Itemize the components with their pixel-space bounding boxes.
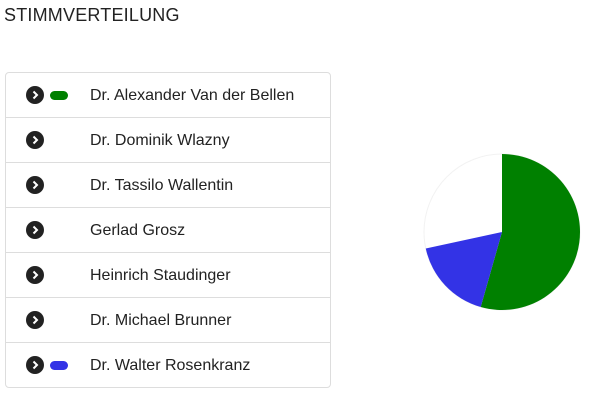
candidate-row[interactable]: Heinrich Staudinger — [6, 252, 330, 297]
candidate-name: Gerlad Grosz — [90, 222, 186, 239]
icon-circle — [26, 86, 44, 104]
candidate-row[interactable]: Dr. Dominik Wlazny — [6, 117, 330, 162]
expand-icon[interactable] — [26, 266, 44, 284]
candidate-row[interactable]: Dr. Tassilo Wallentin — [6, 162, 330, 207]
pie-chart — [423, 153, 581, 311]
icon-chevron — [32, 225, 39, 235]
candidate-row[interactable]: Dr. Walter Rosenkranz — [6, 342, 330, 387]
candidate-list: Dr. Alexander Van der Bellen Dr. Dominik … — [5, 72, 331, 388]
candidate-name: Dr. Walter Rosenkranz — [90, 357, 251, 374]
icon-chevron — [32, 270, 39, 280]
title: STIMMVERTEILUNG — [4, 5, 180, 25]
expand-icon[interactable] — [26, 221, 44, 239]
candidate-name: Dr. Dominik Wlazny — [90, 132, 230, 149]
icon-circle — [26, 131, 44, 149]
pie-slice — [480, 154, 580, 310]
expand-icon[interactable] — [26, 131, 44, 149]
candidate-name: Dr. Michael Brunner — [90, 312, 232, 329]
icon-chevron — [32, 315, 39, 325]
expand-icon[interactable] — [26, 176, 44, 194]
expand-icon[interactable] — [26, 86, 44, 104]
candidate-name: Heinrich Staudinger — [90, 267, 231, 284]
icon-chevron — [32, 135, 39, 145]
expand-icon[interactable] — [26, 311, 44, 329]
expand-icon[interactable] — [26, 356, 44, 374]
color-swatch — [50, 361, 68, 370]
candidate-row[interactable]: Dr. Michael Brunner — [6, 297, 330, 342]
candidate-name: Dr. Alexander Van der Bellen — [90, 87, 295, 104]
icon-circle — [26, 356, 44, 374]
icon-circle — [26, 311, 44, 329]
candidate-row[interactable]: Gerlad Grosz — [6, 207, 330, 252]
icon-chevron — [32, 360, 39, 370]
candidate-name: Dr. Tassilo Wallentin — [90, 177, 234, 194]
icon-chevron — [32, 180, 39, 190]
icon-chevron — [32, 90, 39, 100]
candidate-row[interactable]: Dr. Alexander Van der Bellen — [6, 73, 330, 117]
icon-circle — [26, 176, 44, 194]
icon-circle — [26, 266, 44, 284]
pie-slice — [425, 232, 502, 308]
icon-circle — [26, 221, 44, 239]
color-swatch — [50, 91, 68, 100]
